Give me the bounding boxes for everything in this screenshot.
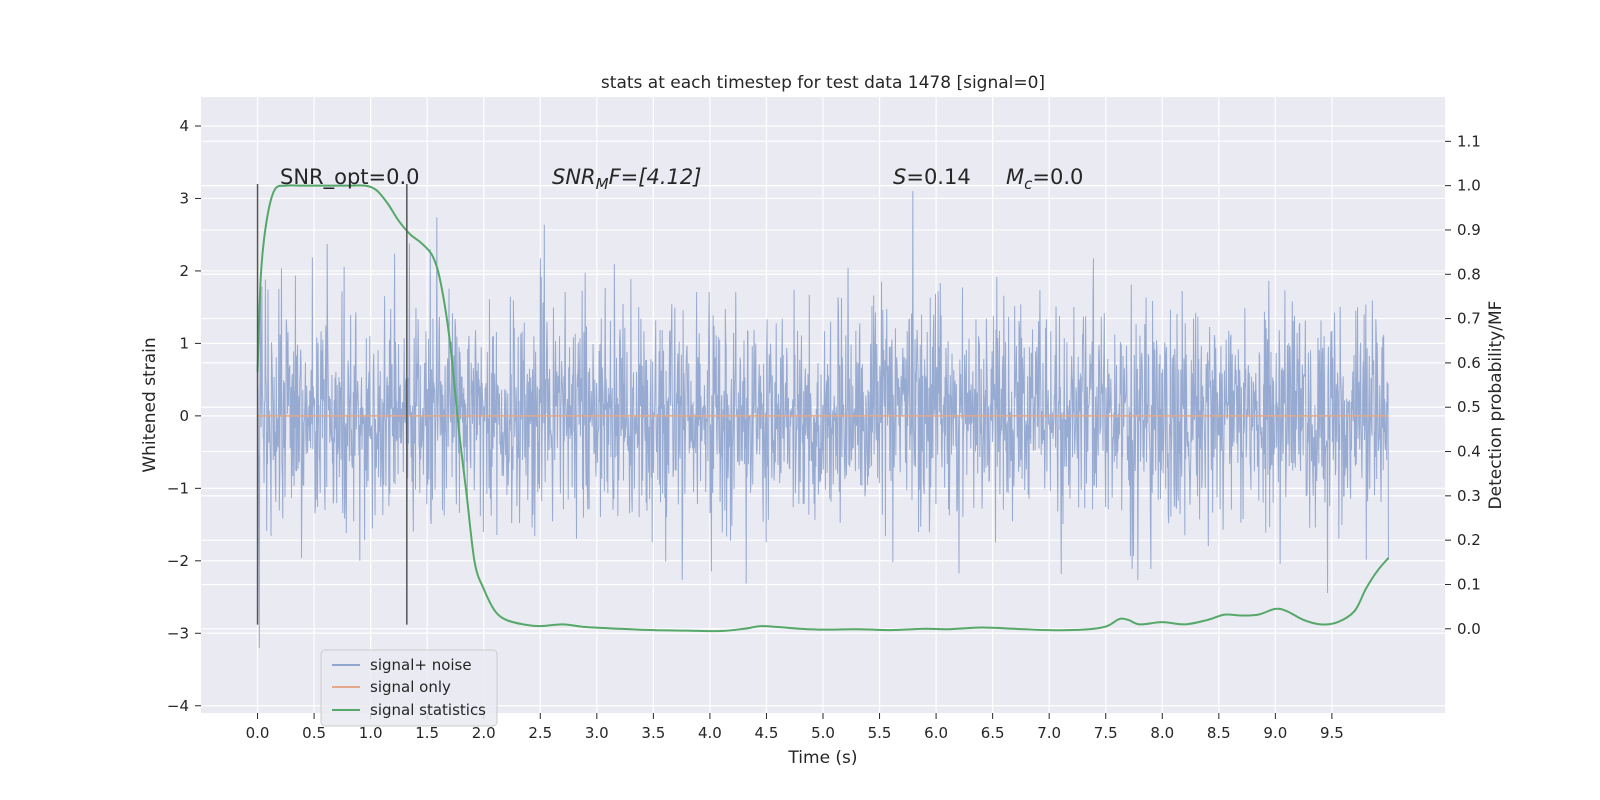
s-var: S [893, 165, 906, 189]
annotation-snr-mf: SNRMF=[4.12] [552, 165, 701, 193]
x-tick-label: 8.0 [1150, 724, 1174, 742]
x-tick-label: 8.5 [1207, 724, 1231, 742]
y2-tick-label: 0.8 [1457, 265, 1481, 283]
x-tick-label: 0.0 [246, 724, 270, 742]
mc-var: M [1006, 165, 1024, 189]
series-signal-plus-noise [257, 191, 1389, 649]
x-tick-label: 9.5 [1320, 724, 1344, 742]
y2-tick-label: 0.4 [1457, 443, 1481, 461]
y2-tick-label: 0.7 [1457, 310, 1481, 328]
y-tick-label: 3 [179, 189, 189, 207]
mc-sub: c [1024, 175, 1033, 193]
annotation-mc: Mc=0.0 [1006, 165, 1083, 193]
snr-mf-base: SNR [552, 165, 596, 189]
x-tick-label: 5.5 [868, 724, 892, 742]
x-tick-label: 1.0 [359, 724, 383, 742]
window-marker-layer [256, 183, 408, 625]
x-tick-label: 7.0 [1037, 724, 1061, 742]
x-tick-label: 0.5 [302, 724, 326, 742]
x-tick-label: 3.5 [641, 724, 665, 742]
annotation-snr-opt: SNR_opt=0.0 [280, 165, 420, 190]
x-tick-label: 4.5 [755, 724, 779, 742]
x-tick-label: 6.0 [924, 724, 948, 742]
y2-tick-label: 0.6 [1457, 354, 1481, 372]
y-tick-label: 0 [179, 407, 189, 425]
x-tick-label: 9.0 [1263, 724, 1287, 742]
x-tick-label: 7.5 [1094, 724, 1118, 742]
noise-series-layer [257, 191, 1389, 649]
x-tick-label: 4.0 [698, 724, 722, 742]
y-tick-label: 2 [179, 262, 189, 280]
legend-label-signal: signal only [370, 678, 451, 696]
legend: signal+ noise signal only signal statist… [320, 649, 498, 727]
y2-tick-label: 0.0 [1457, 620, 1481, 638]
y-tick-label: −2 [167, 552, 189, 570]
y2-tick-label: 1.1 [1457, 132, 1481, 150]
y2-axis-title: Detection probability/MF [1486, 301, 1506, 510]
x-tick-label: 1.5 [415, 724, 439, 742]
x-tick-label: 2.5 [528, 724, 552, 742]
y2-tick-label: 1.0 [1457, 177, 1481, 195]
y2-tick-label: 0.5 [1457, 398, 1481, 416]
annotation-s: S=0.14 [893, 165, 971, 189]
x-axis-title: Time (s) [787, 748, 857, 768]
x-tick-label: 5.0 [811, 724, 835, 742]
snr-mf-rest: F=[4.12] [609, 165, 702, 189]
legend-label-noise: signal+ noise [370, 656, 472, 674]
legend-label-statistics: signal statistics [370, 701, 486, 719]
y-tick-label: 4 [179, 117, 189, 135]
mc-rest: =0.0 [1032, 165, 1083, 189]
y2-tick-label: 0.3 [1457, 487, 1481, 505]
x-tick-label: 6.5 [981, 724, 1005, 742]
x-tick-label: 2.0 [472, 724, 496, 742]
chart-title: stats at each timestep for test data 147… [601, 73, 1045, 93]
y-tick-label: 1 [179, 334, 189, 352]
y-tick-label: −1 [167, 479, 189, 497]
legend-box [320, 649, 498, 727]
y-tick-label: −4 [167, 697, 189, 715]
snr-mf-sub: M [596, 175, 609, 193]
tick-layer: 0.0 0.5 1.0 1.5 2.0 2.5 3.0 3.5 4.0 4.5 5.0 5.5 6.0 6… [167, 117, 1481, 742]
y2-tick-label: 0.1 [1457, 575, 1481, 593]
y2-tick-label: 0.9 [1457, 221, 1481, 239]
y-tick-label: −3 [167, 624, 189, 642]
y2-tick-label: 0.2 [1457, 531, 1481, 549]
s-rest: =0.14 [906, 165, 970, 189]
series-signal-statistics [256, 184, 1390, 633]
x-tick-label: 3.0 [585, 724, 609, 742]
line-series-layer [256, 184, 1390, 633]
y-axis-title: Whitened strain [140, 337, 160, 472]
